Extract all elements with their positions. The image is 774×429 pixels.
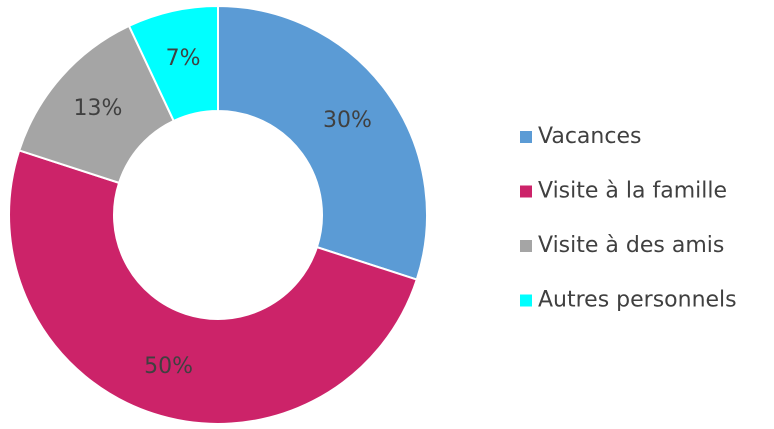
legend-swatch: [520, 131, 532, 143]
data-label: 13%: [74, 96, 123, 121]
legend-label: Visite à la famille: [538, 179, 727, 204]
data-label: 30%: [323, 108, 372, 133]
slice: [217, 4, 428, 281]
slice: [127, 4, 219, 123]
legend-label: Visite à des amis: [538, 233, 724, 258]
slice: [17, 24, 176, 185]
data-label: 7%: [166, 46, 201, 71]
slice: [8, 149, 419, 425]
legend-label: Vacances: [538, 124, 641, 149]
legend-label: Autres personnels: [538, 288, 737, 313]
legend-swatch: [520, 185, 532, 198]
legend-swatch: [520, 240, 532, 252]
legend-swatch: [520, 294, 532, 307]
data-label: 50%: [144, 354, 193, 379]
